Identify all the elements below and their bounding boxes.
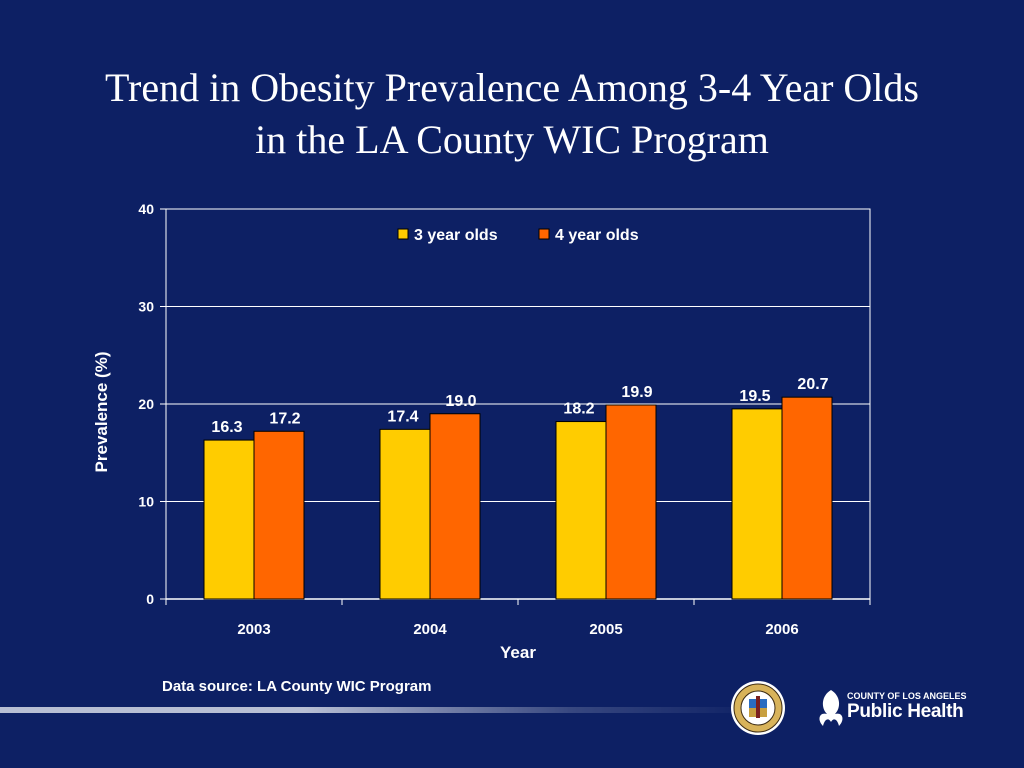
x-axis-title: Year <box>500 643 536 662</box>
bar-three-year-olds <box>379 428 431 600</box>
data-source-note: Data source: LA County WIC Program <box>162 678 432 695</box>
y-axis-title: Prevalence (%) <box>92 352 111 473</box>
y-tick-label: 30 <box>138 299 154 315</box>
x-tick-label: 2006 <box>765 621 798 638</box>
bar-four-year-olds <box>429 413 481 600</box>
y-tick-label: 10 <box>138 494 154 510</box>
x-tick-label: 2005 <box>589 621 622 638</box>
title-line-2: in the LA County WIC Program <box>255 117 769 162</box>
data-label: 19.9 <box>621 384 652 401</box>
data-label: 17.2 <box>269 410 300 427</box>
footer-divider <box>0 707 760 713</box>
data-label: 16.3 <box>211 419 242 436</box>
data-label: 19.0 <box>445 393 476 410</box>
x-tick-label: 2003 <box>237 621 270 638</box>
data-label: 17.4 <box>387 408 418 425</box>
bar-three-year-olds <box>203 439 255 600</box>
y-tick-label: 20 <box>138 396 154 412</box>
data-label: 19.5 <box>739 388 770 405</box>
legend-swatch-three-year-olds <box>397 228 409 240</box>
public-health-symbol-icon <box>819 690 843 726</box>
bar-four-year-olds <box>253 430 305 600</box>
public-health-logo: County of Los Angeles Public Health <box>815 688 967 732</box>
county-seal-icon <box>731 681 785 735</box>
legend-swatch-four-year-olds <box>538 228 550 240</box>
public-health-county-text: County of Los Angeles <box>847 691 967 701</box>
bar-three-year-olds <box>731 408 783 600</box>
x-tick-label: 2004 <box>413 621 447 638</box>
bar-three-year-olds <box>555 421 607 600</box>
data-label: 20.7 <box>797 376 828 393</box>
y-tick-label: 40 <box>138 201 154 217</box>
legend-label-four-year-olds: 4 year olds <box>555 227 639 244</box>
bar-four-year-olds <box>781 396 833 600</box>
y-tick-label: 0 <box>146 591 154 607</box>
data-label: 18.2 <box>563 401 594 418</box>
slide-title: Trend in Obesity Prevalence Among 3-4 Ye… <box>0 62 1024 166</box>
title-line-1: Trend in Obesity Prevalence Among 3-4 Ye… <box>104 65 919 110</box>
bar-four-year-olds <box>605 404 657 600</box>
public-health-text: Public Health <box>847 701 964 722</box>
legend-label-three-year-olds: 3 year olds <box>414 227 498 244</box>
